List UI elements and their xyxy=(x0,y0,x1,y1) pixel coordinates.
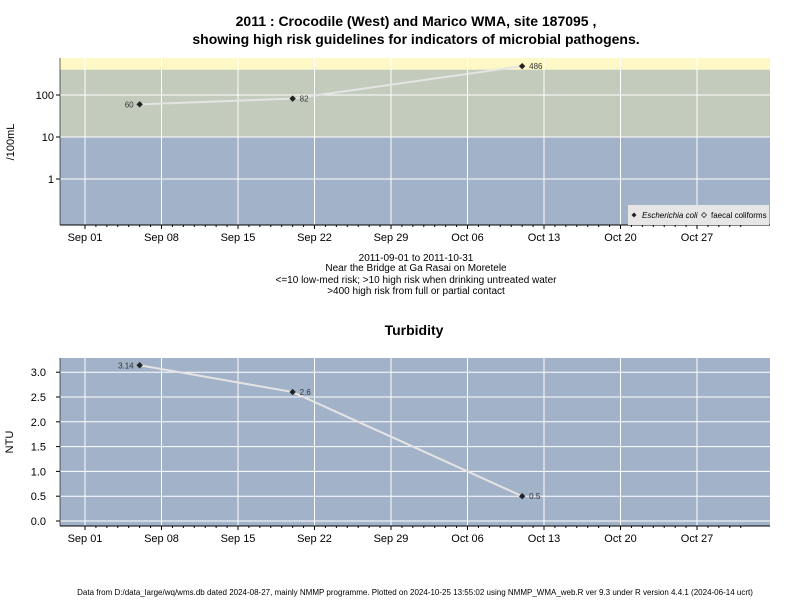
x-tick-label: Sep 15 xyxy=(221,533,256,545)
y-axis-label: NTU xyxy=(4,431,16,454)
y-tick-label: 100 xyxy=(36,90,54,102)
legend-label-ecoli: Escherichia coli xyxy=(642,211,698,220)
x-tick-label: Sep 22 xyxy=(297,232,332,244)
y-tick-label: 1.0 xyxy=(31,466,46,478)
chart-title: 2011 : Crocodile (West) and Marico WMA, … xyxy=(235,13,597,29)
plot-background xyxy=(60,358,770,526)
data-point xyxy=(136,101,143,108)
data-label: 82 xyxy=(300,95,309,104)
footer-note: Data from D:/data_large/wq/wms.db dated … xyxy=(77,588,753,597)
data-point xyxy=(289,388,296,396)
x-tick-label: Oct 20 xyxy=(604,533,636,545)
high-risk-band xyxy=(60,58,770,70)
data-point xyxy=(289,95,296,102)
y-tick-label: 0.5 xyxy=(31,491,46,503)
data-label: 2.6 xyxy=(300,388,312,397)
risk-guideline-1: <=10 low-med risk; >10 high risk when dr… xyxy=(275,275,557,286)
data-point xyxy=(518,62,526,70)
x-tick-label: Oct 27 xyxy=(681,232,713,244)
turbidity-title: Turbidity xyxy=(384,322,444,338)
x-tick-label: Sep 08 xyxy=(144,533,179,545)
y-tick-label: 1.5 xyxy=(31,442,46,454)
x-tick-label: Oct 13 xyxy=(528,232,560,244)
x-tick-label: Sep 01 xyxy=(68,533,103,545)
x-tick-label: Sep 29 xyxy=(374,533,409,545)
x-tick-label: Sep 15 xyxy=(221,232,256,244)
y-tick-label: 10 xyxy=(42,132,54,144)
data-label: 486 xyxy=(529,62,543,71)
data-point xyxy=(518,493,526,500)
x-tick-label: Sep 08 xyxy=(144,232,179,244)
x-tick-label: Sep 29 xyxy=(374,232,409,244)
legend-marker-ecoli xyxy=(631,212,637,218)
legend-label-faecal: faecal coliforms xyxy=(711,211,767,220)
data-label: 3.14 xyxy=(118,361,134,370)
y-tick-label: 2.5 xyxy=(31,392,46,404)
date-range-label: 2011-09-01 to 2011-10-31 xyxy=(358,253,474,264)
x-tick-label: Oct 27 xyxy=(681,533,713,545)
x-tick-label: Sep 01 xyxy=(68,232,103,244)
x-tick-label: Oct 06 xyxy=(451,533,483,545)
data-label: 0.5 xyxy=(529,492,541,501)
chart-title-line-2: showing high risk guidelines for indicat… xyxy=(192,31,640,47)
data-label: 60 xyxy=(125,100,134,109)
legend-box xyxy=(628,205,769,225)
y-tick-label: 0.0 xyxy=(31,516,46,528)
y-tick-label: 3.0 xyxy=(31,367,46,379)
site-description: Near the Bridge at Ga Rasai on Moretele xyxy=(325,263,507,274)
y-tick-label: 2.0 xyxy=(31,417,46,429)
y-tick-label: 1 xyxy=(48,174,54,186)
data-point xyxy=(136,362,143,369)
x-tick-label: Oct 13 xyxy=(528,533,560,545)
x-tick-label: Oct 06 xyxy=(451,232,483,244)
x-tick-label: Oct 20 xyxy=(604,232,636,244)
y-axis-label: /100mL xyxy=(5,124,17,161)
x-tick-label: Sep 22 xyxy=(297,533,332,545)
legend-marker-faecal xyxy=(700,211,708,219)
risk-guideline-2: >400 high risk from full or partial cont… xyxy=(327,286,505,297)
